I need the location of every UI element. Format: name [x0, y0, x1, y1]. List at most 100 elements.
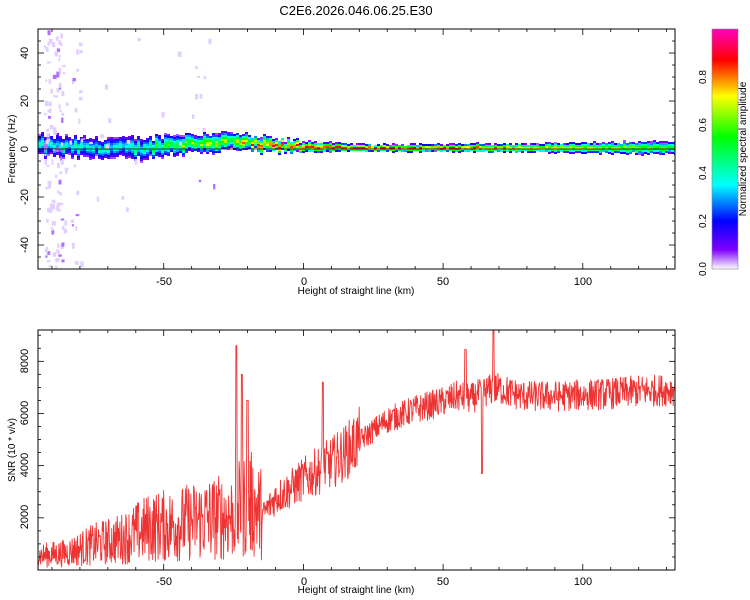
spectrogram-cell — [188, 147, 191, 149]
spectrogram-cell — [143, 156, 146, 158]
spectrogram-cell — [584, 150, 587, 152]
spectrogram-cell — [617, 151, 620, 153]
spectrogram-cell — [659, 153, 662, 155]
spectrogram-cell — [119, 139, 122, 141]
spectrogram-cell — [659, 151, 662, 153]
spectrogram-cell — [74, 145, 77, 147]
spectrogram-cell — [275, 138, 278, 140]
spectrogram-cell — [140, 157, 143, 159]
spectrogram-cell — [608, 150, 611, 152]
spectrogram-cell — [557, 147, 560, 149]
spectrogram-speckle — [43, 145, 47, 151]
spectrogram-cell — [626, 147, 629, 149]
spectrogram-speckle — [48, 38, 53, 44]
spectrogram-cell — [182, 147, 185, 149]
spectrogram-cell — [665, 145, 668, 147]
spectrogram-cell — [284, 152, 287, 154]
spectrogram-cell — [242, 134, 245, 136]
spectrogram-cell — [245, 132, 248, 134]
spectrogram-cell — [92, 155, 95, 157]
spectrogram-cell — [665, 147, 668, 149]
spectrogram-cell — [278, 145, 281, 147]
spectrogram-cell — [611, 143, 614, 145]
spectrogram-cell — [338, 142, 341, 144]
spectrogram-cell — [482, 144, 485, 146]
spectrogram-cell — [587, 145, 590, 147]
spectrogram-cell — [77, 150, 80, 152]
spectrogram-cell — [314, 149, 317, 151]
spectrogram-cell — [620, 150, 623, 152]
spectrogram-cell — [341, 149, 344, 151]
spectrogram-cell — [248, 141, 251, 143]
spectrogram-cell — [545, 150, 548, 152]
spectrogram-cell — [659, 149, 662, 151]
spectrogram-cell — [194, 145, 197, 147]
spectrogram-cell — [233, 146, 236, 148]
spectrogram-cell — [356, 143, 359, 145]
spectrogram-cell — [230, 136, 233, 138]
spectrogram-cell — [608, 152, 611, 154]
spectrogram-cell — [74, 147, 77, 149]
spectrogram-cell — [128, 146, 131, 148]
spectrogram-speckle — [121, 196, 125, 200]
spectrogram-cell — [599, 153, 602, 155]
spectrogram-cell — [269, 140, 272, 142]
spectrogram-cell — [257, 142, 260, 144]
spectrogram-cell — [47, 144, 50, 146]
spectrogram-cell — [350, 143, 353, 145]
spectrogram-cell — [92, 141, 95, 143]
spectrogram-cell — [38, 140, 41, 142]
spectrogram-cell — [50, 144, 53, 146]
spectrogram-speckle — [51, 229, 55, 235]
spectrogram-cell — [155, 142, 158, 144]
spectrogram-cell — [212, 151, 215, 153]
spectrogram-cell — [44, 137, 47, 139]
spectrogram-speckle — [179, 141, 182, 146]
spectrogram-cell — [83, 147, 86, 149]
spectrogram-cell — [308, 144, 311, 146]
spectrogram-cell — [662, 141, 665, 143]
spectrogram-cell — [266, 136, 269, 138]
spectrogram-speckle — [58, 254, 62, 257]
spectrogram-speckle — [57, 162, 60, 169]
spectrogram-cell — [611, 153, 614, 155]
spectrogram-cell — [422, 150, 425, 152]
spectrogram-cell — [221, 133, 224, 135]
spectrogram-cell — [116, 145, 119, 147]
spectrogram-cell — [230, 138, 233, 140]
spectrogram-cell — [302, 149, 305, 151]
spectrogram-cell — [611, 149, 614, 151]
spectrogram-speckle — [60, 149, 64, 153]
spectrogram-cell — [110, 141, 113, 143]
spectrogram-cell — [152, 141, 155, 143]
spectrogram-cell — [209, 150, 212, 152]
spectrogram-cell — [71, 157, 74, 159]
spectrogram-cell — [329, 143, 332, 145]
spectrogram-cell — [536, 143, 539, 145]
spectrogram-cell — [599, 145, 602, 147]
spectrogram-cell — [206, 144, 209, 146]
spectrogram-speckle — [56, 36, 59, 40]
spectrogram-cell — [50, 138, 53, 140]
spectrogram-cell — [578, 145, 581, 147]
spectrogram-cell — [653, 140, 656, 142]
spectrogram-cell — [140, 149, 143, 151]
spectrogram-cell — [164, 149, 167, 151]
spectrogram-cell — [215, 151, 218, 153]
spectrogram-cell — [137, 140, 140, 142]
spectrogram-cell — [203, 138, 206, 140]
spectrogram-cell — [365, 150, 368, 152]
spectrogram-cell — [188, 137, 191, 139]
spectrogram-cell — [185, 141, 188, 143]
spectrogram-cell — [254, 140, 257, 142]
spectrogram-cell — [317, 149, 320, 151]
spectrogram-cell — [350, 147, 353, 149]
spectrogram-cell — [638, 153, 641, 155]
spectrogram-cell — [470, 149, 473, 151]
spectrogram-cell — [95, 138, 98, 140]
spectrogram-cell — [662, 149, 665, 151]
spectrogram-cell — [314, 145, 317, 147]
spectrogram-cell — [167, 144, 170, 146]
spectrogram-cell — [437, 149, 440, 151]
spectrogram-cell — [296, 150, 299, 152]
